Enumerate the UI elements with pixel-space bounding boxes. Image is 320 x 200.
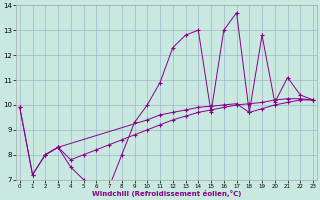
X-axis label: Windchill (Refroidissement éolien,°C): Windchill (Refroidissement éolien,°C): [92, 190, 241, 197]
